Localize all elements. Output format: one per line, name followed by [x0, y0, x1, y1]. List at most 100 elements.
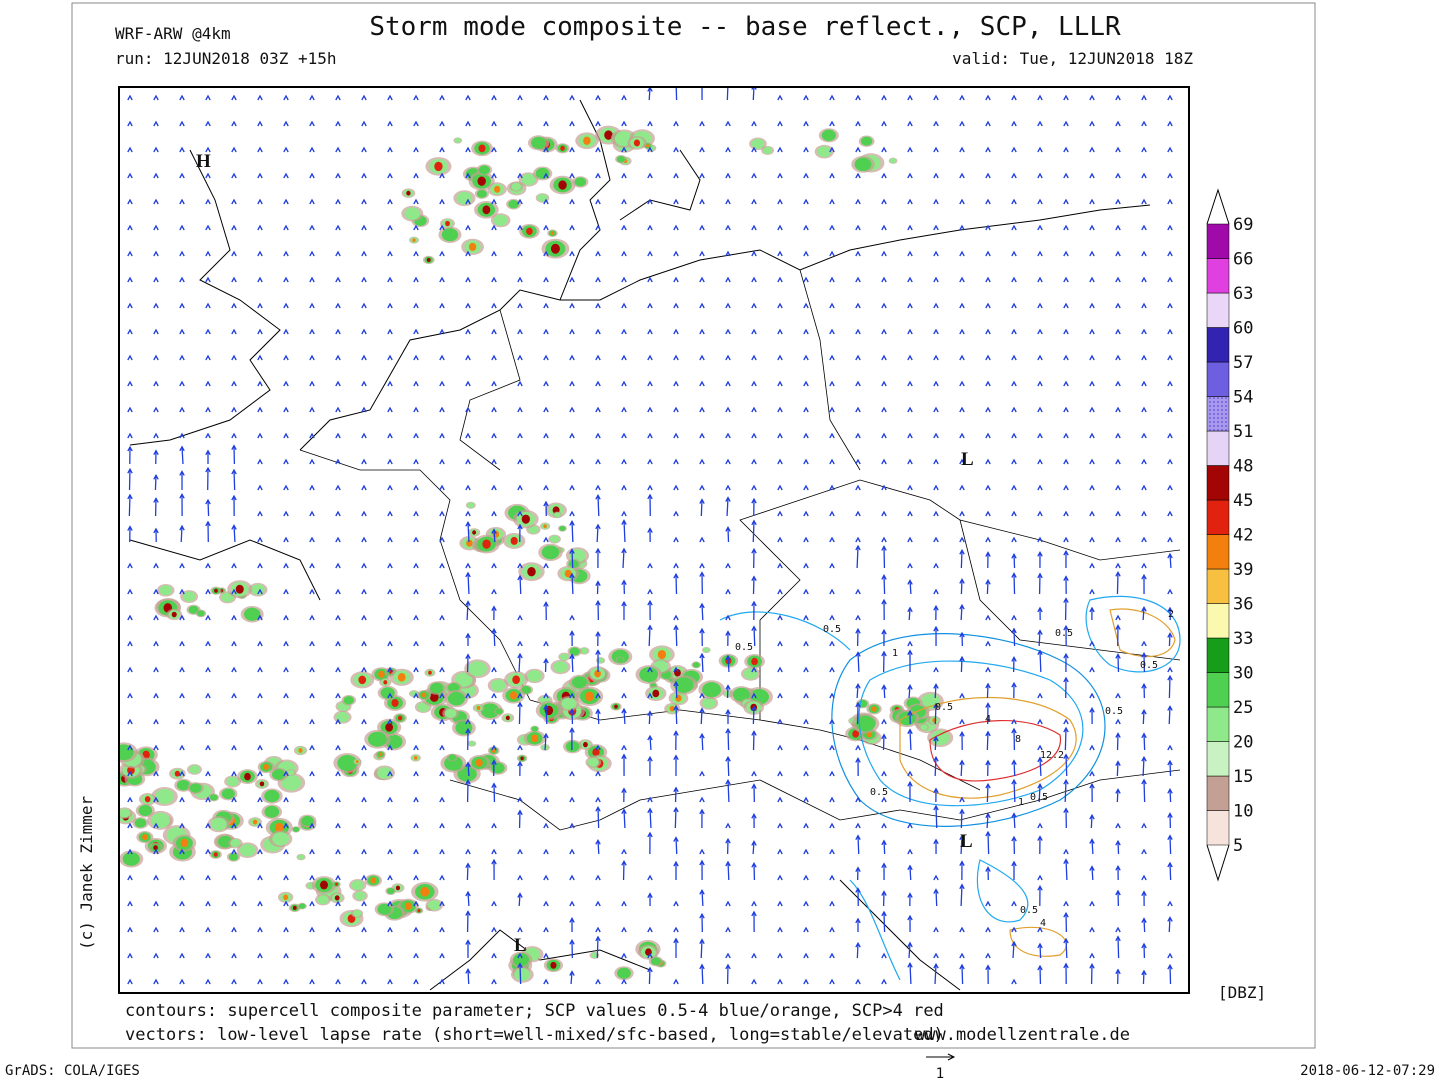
- vector-head: [673, 380, 679, 387]
- vector-head: [699, 796, 705, 803]
- vector-head: [569, 848, 575, 855]
- vector-head: [491, 224, 497, 231]
- vector-head: [907, 432, 913, 439]
- echo-core: [213, 852, 218, 857]
- vector-head: [153, 172, 159, 179]
- vector-head: [127, 822, 133, 829]
- vector-head: [725, 224, 731, 231]
- vector-shaft: [1143, 918, 1146, 933]
- vector-shaft: [960, 657, 963, 673]
- vector-head: [751, 302, 757, 309]
- vector-head: [257, 952, 263, 959]
- vector-head: [1063, 146, 1069, 153]
- vector-head: [205, 354, 211, 361]
- vector-head: [283, 276, 289, 283]
- echo: [616, 155, 625, 163]
- vector-head: [855, 146, 861, 153]
- vector-head: [959, 963, 965, 970]
- vector-head: [985, 406, 991, 413]
- vector-head: [725, 432, 731, 439]
- vector-head: [933, 146, 939, 153]
- vector-head: [647, 666, 653, 673]
- vector-head: [361, 458, 367, 465]
- vector-head: [361, 978, 367, 985]
- vector-head: [257, 588, 263, 595]
- vector-head: [1011, 198, 1017, 205]
- vector-head: [647, 276, 653, 283]
- vector-head: [829, 796, 835, 803]
- vector-head: [647, 710, 653, 716]
- vector-head: [231, 94, 237, 101]
- echo: [150, 812, 170, 828]
- vector-head: [543, 640, 549, 647]
- echo-core: [466, 539, 473, 547]
- vector-head: [283, 718, 289, 725]
- vector-head: [933, 625, 939, 632]
- vector-head: [335, 926, 341, 933]
- vector-head: [751, 730, 757, 736]
- vector-head: [647, 146, 653, 153]
- echo: [377, 903, 392, 915]
- vector-head: [751, 575, 757, 582]
- vector-head: [465, 632, 471, 639]
- vector-head: [751, 519, 757, 526]
- vector-head: [933, 536, 939, 543]
- echo: [597, 657, 604, 664]
- vector-shaft: [1013, 780, 1016, 803]
- vector-head: [699, 224, 705, 231]
- vector-head: [1115, 406, 1121, 413]
- vector-head: [1141, 276, 1147, 283]
- vector-shaft: [701, 964, 704, 985]
- vector-head: [335, 458, 341, 465]
- vector-head: [361, 926, 367, 933]
- echo: [639, 667, 659, 683]
- vector-head: [231, 120, 237, 127]
- vector-head: [387, 588, 393, 595]
- vector-head: [855, 757, 861, 763]
- vector-head: [1011, 510, 1017, 517]
- vector-shaft: [1091, 866, 1094, 881]
- vector-head: [257, 406, 263, 413]
- vector-shaft: [986, 683, 989, 699]
- vector-head: [621, 547, 627, 554]
- vector-head: [179, 380, 185, 387]
- colorbar-label: 10: [1233, 802, 1253, 822]
- vector-head: [881, 406, 887, 413]
- echo: [386, 888, 395, 895]
- vector-head: [387, 354, 393, 361]
- vector-head: [361, 276, 367, 283]
- vector-head: [231, 796, 237, 803]
- vector-head: [725, 860, 731, 867]
- vector-head: [673, 276, 679, 283]
- vector-head: [881, 650, 887, 657]
- run-label: run: 12JUN2018 03Z +15h: [115, 49, 337, 68]
- echo: [209, 794, 218, 801]
- vector-head: [777, 718, 783, 725]
- vector-head: [881, 224, 887, 231]
- vector-head: [1141, 917, 1147, 923]
- vector-head: [309, 380, 315, 387]
- vector-head: [699, 692, 705, 699]
- vector-head: [543, 536, 549, 543]
- echo: [569, 647, 580, 656]
- vector-shaft: [1168, 676, 1171, 699]
- vector-head: [1089, 536, 1095, 543]
- vector-head: [1167, 916, 1173, 922]
- vector-head: [569, 146, 575, 153]
- vector-head: [933, 120, 939, 127]
- vector-head: [673, 146, 679, 153]
- vector-head: [335, 692, 341, 699]
- vector-head: [257, 510, 263, 517]
- vector-head: [309, 536, 315, 543]
- vector-head: [673, 614, 679, 621]
- vector-head: [985, 432, 991, 439]
- vector-head: [179, 470, 185, 476]
- echo-core: [397, 715, 403, 721]
- vector-head: [673, 120, 679, 127]
- vector-head: [751, 900, 757, 907]
- vector-head: [647, 380, 653, 387]
- echo-core: [510, 536, 518, 545]
- vector-head: [595, 874, 601, 881]
- vector-head: [777, 666, 783, 673]
- vector-head: [257, 302, 263, 309]
